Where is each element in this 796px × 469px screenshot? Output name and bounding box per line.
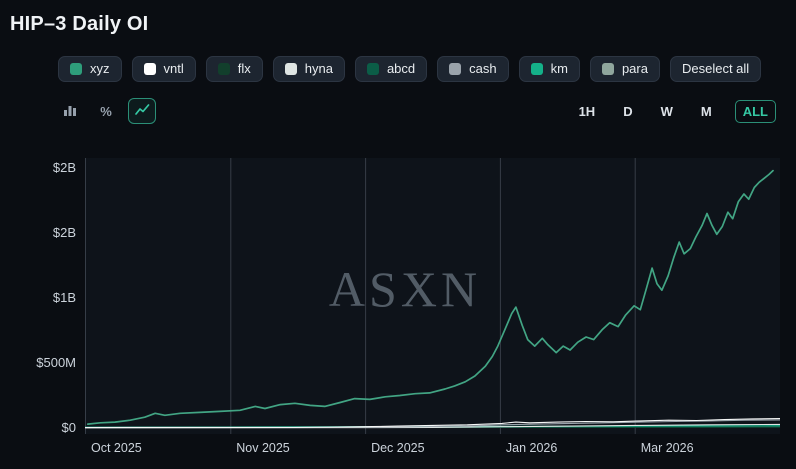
legend-label: xyz (90, 61, 110, 76)
time-range-all[interactable]: ALL (734, 99, 776, 123)
time-range-1h[interactable]: 1H (574, 100, 601, 123)
bar-chart-icon (63, 103, 77, 120)
chart-plot-area[interactable] (85, 158, 780, 434)
legend-label: cash (469, 61, 497, 76)
chart-mode-group: % (56, 98, 156, 124)
x-tick-label: Oct 2025 (91, 441, 142, 455)
time-range-m[interactable]: M (696, 100, 717, 123)
x-tick-label: Nov 2025 (236, 441, 290, 455)
legend-label: flx (237, 61, 251, 76)
line-chart-icon (134, 103, 150, 120)
series-line-cash (85, 419, 780, 429)
legend-swatch (217, 63, 230, 75)
time-range-d[interactable]: D (618, 100, 637, 123)
legend-label: abcd (386, 61, 416, 76)
x-tick-label: Dec 2025 (371, 441, 425, 455)
y-tick-label: $2B (52, 160, 76, 175)
legend-item-vntl[interactable]: vntl (131, 56, 196, 82)
legend-swatch (143, 63, 156, 75)
percent-mode-button[interactable]: % (92, 98, 120, 124)
legend-label: vntl (163, 61, 184, 76)
y-tick-label: $0 (61, 420, 76, 435)
time-range-w[interactable]: W (656, 100, 678, 123)
y-tick-label: $500M (36, 355, 76, 370)
legend-item-km[interactable]: km (518, 56, 580, 82)
x-axis-labels: Oct 2025 Nov 2025 Dec 2025 Jan 2026 Mar 2026 (85, 441, 780, 461)
legend-item-abcd[interactable]: abcd (354, 56, 428, 82)
legend-swatch (601, 63, 614, 75)
legend-item-para[interactable]: para (589, 56, 660, 82)
series-line-xyz (86, 169, 774, 425)
legend-swatch (70, 63, 82, 75)
deselect-all-button[interactable]: Deselect all (669, 56, 762, 82)
legend-swatch (284, 63, 297, 75)
legend-item-cash[interactable]: cash (437, 56, 509, 82)
legend-item-hyna[interactable]: hyna (272, 56, 345, 82)
legend-item-xyz[interactable]: xyz (58, 56, 122, 82)
line-chart-mode-button[interactable] (128, 98, 156, 124)
legend-swatch (530, 63, 543, 75)
legend-row: xyz vntl flx hyna abcd cash km para Deselect all (58, 56, 762, 82)
y-tick-label: $2B (52, 225, 76, 240)
legend-item-flx[interactable]: flx (205, 56, 263, 82)
x-tick-label: Jan 2026 (505, 441, 558, 455)
legend-label: km (550, 61, 568, 76)
time-range-group: 1H D W M ALL (574, 99, 776, 123)
series-line-hyna (85, 423, 780, 429)
legend-label: para (621, 61, 648, 76)
bar-chart-mode-button[interactable] (56, 98, 84, 124)
legend-swatch (366, 63, 379, 75)
x-tick-label: Mar 2026 (640, 441, 694, 455)
y-tick-label: $1B (52, 290, 76, 305)
page-title: HIP–3 Daily OI (10, 13, 149, 35)
y-axis-tick-labels: $2B $2B $1B $500M $0 (0, 158, 76, 435)
toolbar: % 1H D W M ALL (56, 98, 776, 124)
chart-svg (85, 158, 780, 434)
legend-label: hyna (304, 61, 333, 76)
legend-swatch (449, 63, 462, 75)
series-line-vntl (85, 418, 780, 429)
